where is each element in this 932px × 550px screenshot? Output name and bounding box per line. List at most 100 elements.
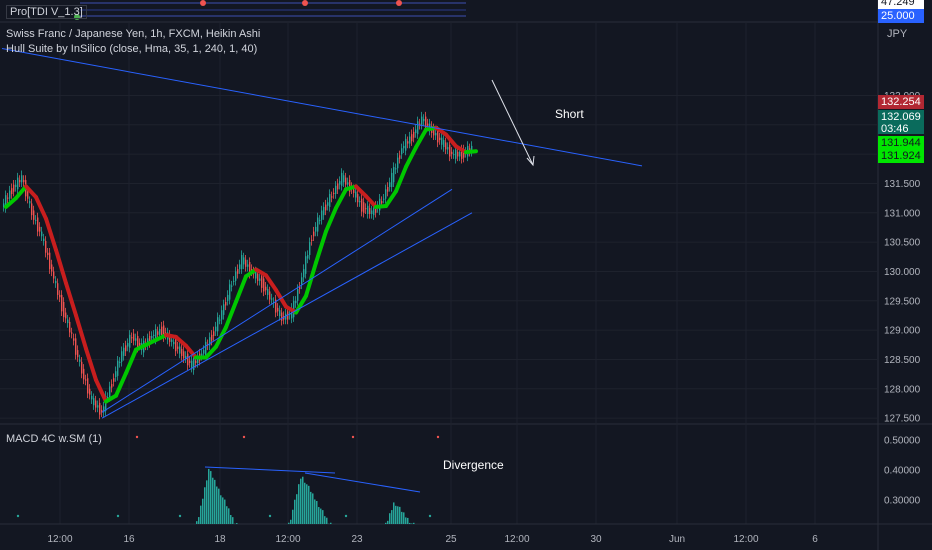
hull-indicator-label[interactable]: Hull Suite by InSilico (close, Hma, 35, …	[6, 43, 258, 55]
macd-bar	[212, 477, 214, 524]
candle-body	[3, 203, 5, 207]
macd-signal-dot	[116, 514, 120, 518]
macd-bar	[407, 517, 409, 524]
macd-bar	[399, 506, 401, 524]
candle-body	[391, 172, 393, 187]
candle-body	[219, 319, 221, 321]
candle-body	[21, 175, 23, 183]
candle-body	[19, 179, 21, 183]
macd-tick-label: 0.30000	[884, 496, 921, 507]
macd-bar	[391, 510, 393, 524]
candle-body	[411, 134, 413, 142]
candle-body	[125, 345, 127, 352]
candle-body	[353, 189, 355, 193]
candle-body	[331, 196, 333, 198]
trendlines	[1, 48, 643, 419]
candle-body	[53, 271, 55, 279]
time-tick-label: 30	[590, 534, 602, 545]
candle-body	[345, 177, 347, 185]
hull-segment	[54, 247, 68, 286]
candle-body	[57, 283, 59, 295]
candle-body	[51, 264, 53, 272]
hull-segment	[84, 346, 98, 382]
macd-bar	[316, 501, 318, 524]
candle-body	[153, 334, 155, 336]
candle-body	[443, 140, 445, 148]
macd-bar	[322, 510, 324, 524]
macd-bar	[236, 523, 238, 524]
macd-axis-ticks: 0.50000 0.40000 0.30000	[884, 436, 921, 507]
short-arrow-shaft	[491, 79, 534, 166]
macd-bar	[395, 505, 397, 524]
candle-body	[63, 301, 65, 318]
candle-body	[255, 271, 257, 279]
macd-bar	[401, 511, 403, 524]
candle-body	[279, 310, 281, 317]
short-arrow	[491, 79, 535, 167]
macd-bar	[324, 516, 326, 524]
candle-body	[361, 198, 363, 212]
macd-bar	[198, 517, 200, 524]
hull-segment	[324, 205, 338, 234]
macd-bar	[300, 478, 302, 524]
candle-body	[91, 395, 93, 400]
macd-tick-label: 0.50000	[884, 436, 921, 447]
candle-body	[409, 136, 411, 144]
macd-bar	[208, 468, 210, 524]
candle-body	[339, 181, 341, 185]
candle-body	[407, 141, 409, 144]
candle-body	[129, 334, 131, 348]
price-tick-label: 128.000	[884, 384, 921, 395]
candle-body	[203, 350, 205, 354]
divergence-annotation[interactable]: Divergence	[443, 458, 504, 472]
macd-bar	[393, 502, 395, 524]
candle-body	[301, 277, 303, 285]
candle-body	[55, 280, 57, 284]
chart-title[interactable]: Swiss Franc / Japanese Yen, 1h, FXCM, He…	[6, 28, 261, 40]
candle-body	[439, 137, 441, 141]
candle-body	[223, 304, 225, 315]
candle-body	[347, 182, 349, 185]
candle-body	[319, 219, 321, 221]
candle-body	[155, 328, 157, 340]
macd-bar	[224, 499, 226, 524]
candle-body	[99, 402, 101, 415]
tdi-scale-label-top: 47.249	[878, 0, 924, 9]
candle-body	[359, 201, 361, 203]
tdi-indicator-label[interactable]: Pro[TDI V_1.3]	[6, 5, 87, 19]
macd-bar	[330, 522, 332, 524]
macd-indicator-label[interactable]: MACD 4C w.SM (1)	[6, 433, 102, 445]
time-axis-ticks: 12:00 16 18 12:00 23 25 12:00 30 Jun 12:00 6	[47, 534, 818, 545]
candle-body	[9, 190, 11, 199]
candle-body	[309, 242, 311, 256]
candle-body	[239, 264, 241, 270]
candle-body	[117, 360, 119, 376]
candle-body	[269, 291, 271, 300]
candle-body	[295, 300, 297, 304]
candle-body	[43, 238, 45, 241]
candle-body	[457, 151, 459, 157]
candle-body	[11, 188, 13, 195]
candle-body	[217, 317, 219, 332]
candle-body	[87, 378, 89, 394]
short-annotation[interactable]: Short	[555, 107, 584, 121]
candle-body	[349, 179, 351, 192]
candle-body	[427, 123, 429, 126]
candle-body	[163, 325, 165, 338]
macd-bar	[204, 487, 206, 524]
candle-body	[71, 332, 73, 334]
hull-segment	[94, 378, 108, 404]
candle-body	[195, 360, 197, 363]
candle-body	[425, 116, 427, 129]
candle-body	[127, 343, 129, 347]
price-tag-hull-2: 131.924	[878, 149, 924, 163]
candle-body	[375, 205, 377, 213]
macd-bar	[389, 513, 391, 524]
candle-body	[103, 406, 105, 413]
macd-bar	[326, 517, 328, 524]
candle-body	[231, 285, 233, 287]
candle-body	[447, 147, 449, 150]
price-tick-label: 131.000	[884, 208, 921, 219]
candle-body	[111, 384, 113, 388]
